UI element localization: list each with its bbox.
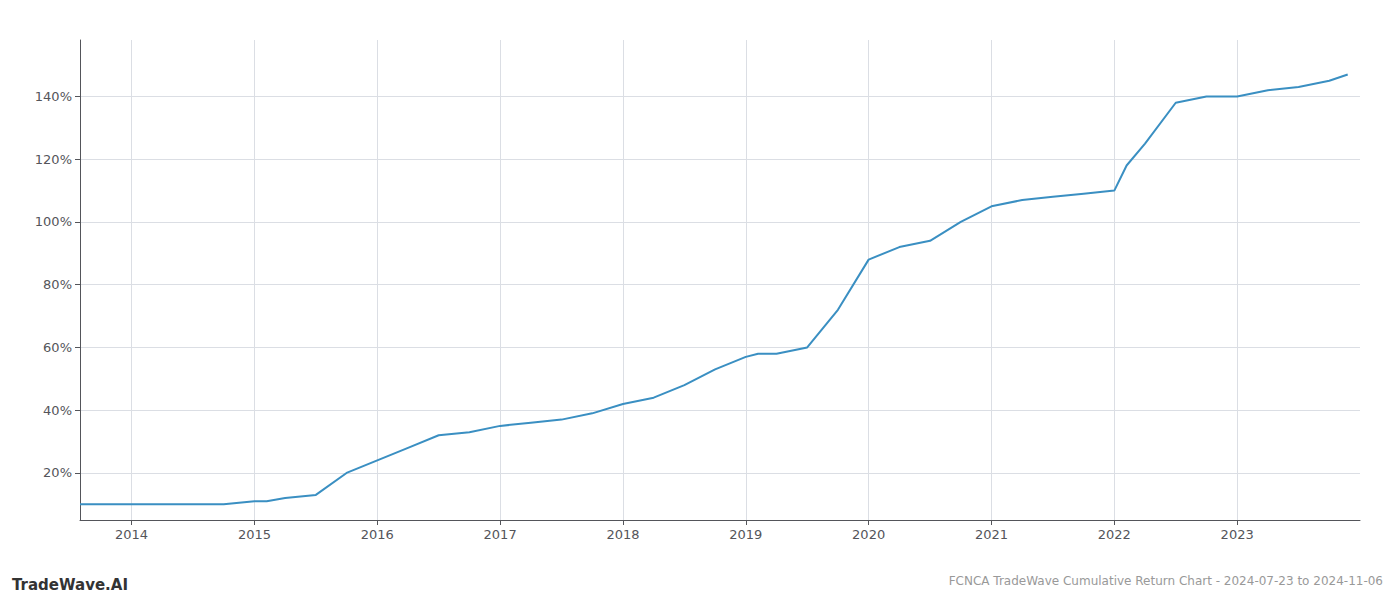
svg-text:2017: 2017 — [484, 527, 517, 542]
svg-text:20%: 20% — [43, 465, 72, 480]
svg-text:120%: 120% — [35, 152, 72, 167]
svg-text:2018: 2018 — [606, 527, 639, 542]
svg-text:2022: 2022 — [1098, 527, 1131, 542]
svg-text:2015: 2015 — [238, 527, 271, 542]
svg-text:60%: 60% — [43, 340, 72, 355]
svg-text:2021: 2021 — [975, 527, 1008, 542]
svg-text:FCNCA TradeWave Cumulative Ret: FCNCA TradeWave Cumulative Return Chart … — [949, 574, 1383, 588]
svg-text:2014: 2014 — [115, 527, 148, 542]
svg-text:2020: 2020 — [852, 527, 885, 542]
svg-text:2016: 2016 — [361, 527, 394, 542]
svg-text:2019: 2019 — [729, 527, 762, 542]
svg-text:140%: 140% — [35, 89, 72, 104]
svg-text:80%: 80% — [43, 277, 72, 292]
svg-text:40%: 40% — [43, 403, 72, 418]
svg-text:TradeWave.AI: TradeWave.AI — [12, 576, 128, 594]
svg-text:2023: 2023 — [1221, 527, 1254, 542]
svg-text:100%: 100% — [35, 214, 72, 229]
